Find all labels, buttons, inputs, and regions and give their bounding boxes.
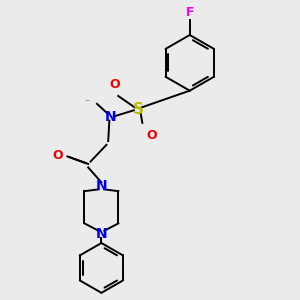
Text: methyl: methyl — [86, 100, 91, 101]
Text: O: O — [146, 129, 157, 142]
Text: N: N — [96, 179, 107, 193]
Text: N: N — [104, 110, 116, 124]
Text: F: F — [185, 6, 194, 19]
Text: S: S — [133, 102, 144, 117]
Text: N: N — [96, 227, 107, 241]
Text: O: O — [52, 148, 62, 162]
Text: O: O — [110, 78, 120, 91]
